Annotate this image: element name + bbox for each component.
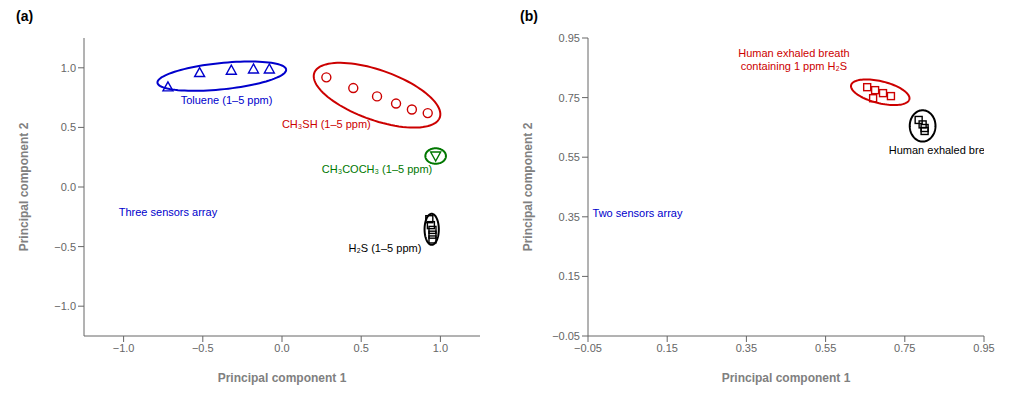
svg-text:Principal component 1: Principal component 1 [722,371,851,385]
svg-text:0.5: 0.5 [61,121,76,133]
svg-text:0.0: 0.0 [61,181,76,193]
svg-text:Toluene (1–5 ppm): Toluene (1–5 ppm) [181,94,273,106]
svg-text:0.95: 0.95 [559,32,580,44]
svg-text:0.55: 0.55 [815,342,836,354]
svg-text:0.95: 0.95 [973,342,994,354]
svg-text:0.15: 0.15 [656,342,677,354]
svg-text:Principal component 1: Principal component 1 [218,371,347,385]
svg-text:0.55: 0.55 [559,151,580,163]
svg-text:−0.5: −0.5 [192,342,214,354]
svg-text:1.0: 1.0 [61,62,76,74]
svg-text:Human exhaled breath: Human exhaled breath [889,144,984,156]
svg-text:0.75: 0.75 [559,92,580,104]
svg-text:−1.0: −1.0 [113,342,135,354]
svg-text:−0.05: −0.05 [574,342,602,354]
svg-text:Principal component 2: Principal component 2 [17,122,31,251]
svg-text:0.15: 0.15 [559,270,580,282]
svg-text:CH₃SH (1–5 ppm): CH₃SH (1–5 ppm) [282,118,371,130]
svg-text:−0.5: −0.5 [54,241,76,253]
svg-text:0.35: 0.35 [736,342,757,354]
svg-text:Principal component 2: Principal component 2 [521,122,535,251]
html-text:(b): (b) [520,8,538,24]
svg-text:0.35: 0.35 [559,211,580,223]
svg-text:0.0: 0.0 [274,342,289,354]
svg-text:H₂S (1–5 ppm): H₂S (1–5 ppm) [349,242,422,254]
svg-text:−1.0: −1.0 [54,300,76,312]
html-text:(a): (a) [16,8,34,24]
svg-text:−0.05: −0.05 [552,330,580,342]
svg-text:Three sensors array: Three sensors array [119,206,218,218]
svg-text:Two sensors array: Two sensors array [593,207,683,219]
svg-text:1.0: 1.0 [433,342,448,354]
svg-text:CH₃COCH₃ (1–5 ppm): CH₃COCH₃ (1–5 ppm) [322,163,432,175]
svg-text:0.75: 0.75 [894,342,915,354]
svg-text:0.5: 0.5 [354,342,369,354]
svg-text:Human exhaled breathcontaining: Human exhaled breathcontaining 1 ppm H₂S [738,47,849,72]
